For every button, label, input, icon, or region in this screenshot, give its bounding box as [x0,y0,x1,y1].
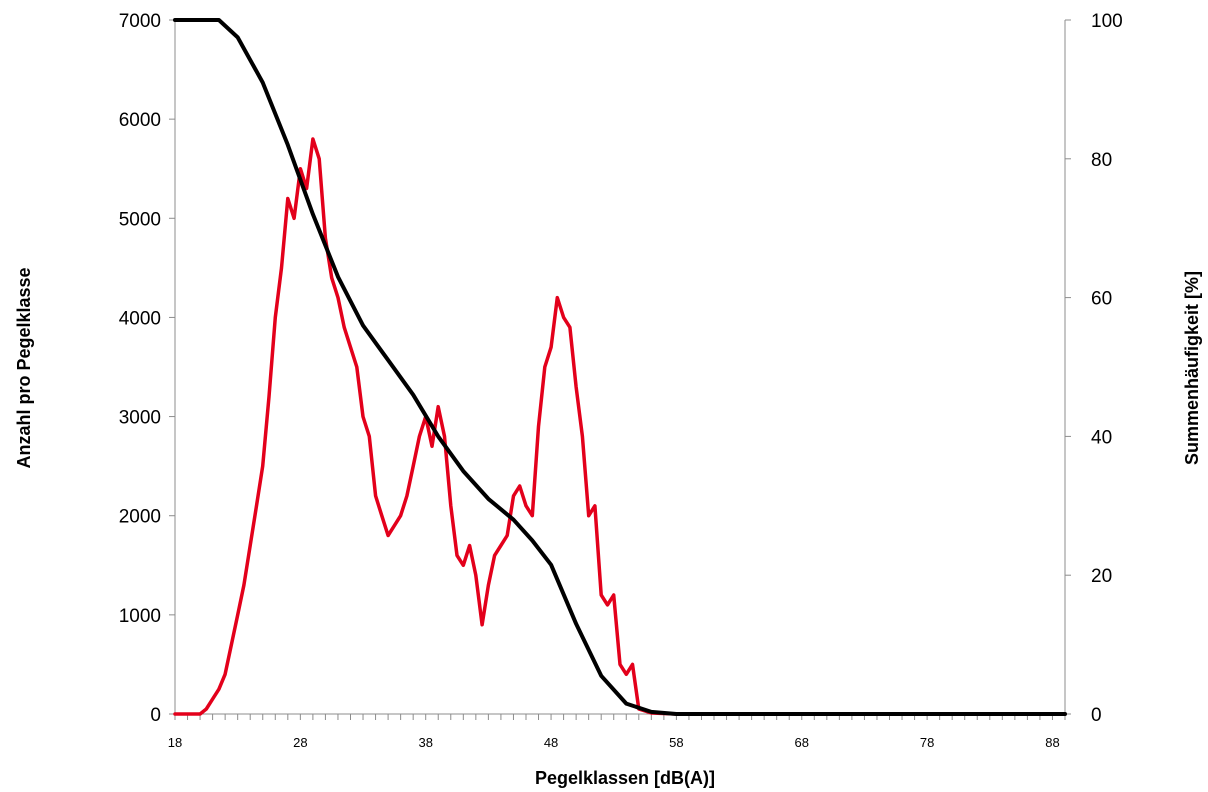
x-tick-label: 58 [669,735,683,750]
x-tick-label: 38 [418,735,432,750]
x-axis-title: Pegelklassen [dB(A)] [535,768,715,788]
count-per-class-line [173,137,1067,716]
y-axis-right-title: Summenhäufigkeit [%] [1182,271,1202,465]
y-left-tick-label: 3000 [119,408,161,429]
x-tick-label: 68 [795,735,809,750]
y-left-tick-label: 2000 [119,507,161,528]
x-tick-label: 48 [544,735,558,750]
y-right-tick-label: 40 [1091,427,1112,448]
y-right-tick-label: 60 [1091,289,1112,310]
x-tick-label: 18 [168,735,182,750]
chart-labels: Pegelklassen [dB(A)] Anzahl pro Pegelkla… [14,267,1202,788]
x-tick-label: 78 [920,735,934,750]
y-left-tick-label: 6000 [119,110,161,131]
cumulative-frequency-line [173,18,1067,716]
x-tick-label: 88 [1045,735,1059,750]
y-right-tick-label: 20 [1091,566,1112,587]
y-left-tick-label: 5000 [119,209,161,230]
chart-ticks: 0 1000 2000 3000 4000 5000 6000 7000 0 20 40 60 80 10… [119,11,1123,750]
x-tick-label: 28 [293,735,307,750]
y-left-tick-label: 1000 [119,606,161,627]
y-left-tick-label: 4000 [119,308,161,329]
y-right-tick-label: 0 [1091,705,1102,726]
y-left-tick-label: 0 [150,705,161,726]
chart-series [173,18,1067,716]
y-right-tick-label: 80 [1091,150,1112,171]
y-right-tick-label: 100 [1091,11,1123,32]
chart-axes [174,20,1066,715]
y-left-tick-label: 7000 [119,11,161,32]
y-axis-left-title: Anzahl pro Pegelklasse [14,267,34,468]
